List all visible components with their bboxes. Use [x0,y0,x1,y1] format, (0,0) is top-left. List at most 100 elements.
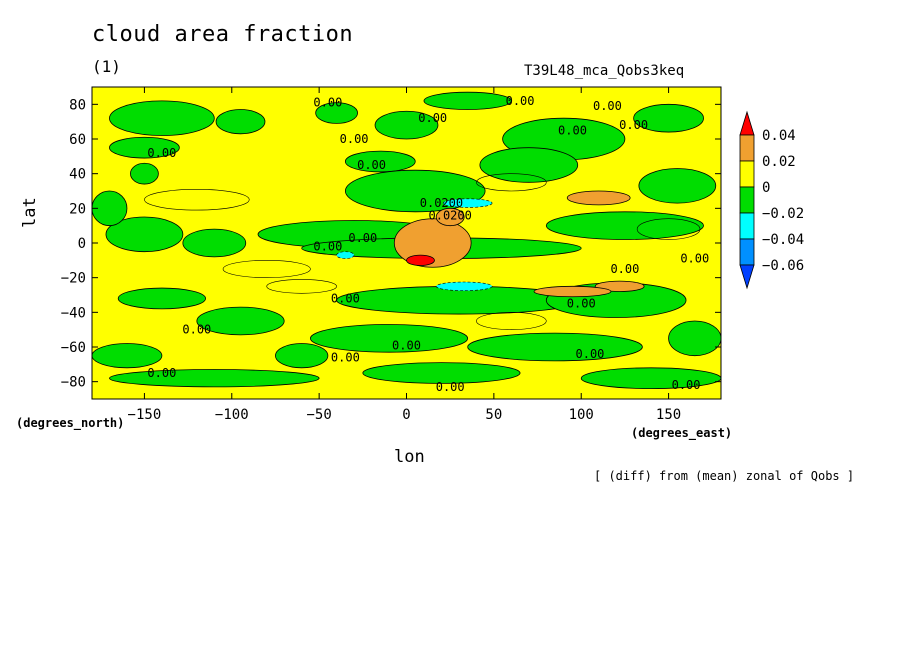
max-positive-region [406,254,435,266]
chart-title: cloud area fraction [92,22,354,47]
chart-units: (1) [92,57,121,76]
contour-label: 0.00 [357,158,386,172]
negative-region [105,216,184,253]
negative-region [117,287,206,310]
y-tick-label: 0 [78,236,86,252]
y-tick-label: 40 [69,167,86,183]
negative-region [92,343,163,369]
colorbar: 0.04 0.02 0 −0.02 −0.04 −0.06 [739,110,804,290]
contour-label: 0.00 [593,99,622,113]
negative-region [638,168,717,204]
chart-footnote: [ (diff) from (mean) zonal of Qobs ] [594,469,855,483]
contour-label: 0.0200 [420,196,463,210]
negative-region [130,162,159,185]
y-tick-label: 60 [69,132,86,148]
negative-region [92,190,128,227]
negative-region [423,91,512,110]
negative-region [344,150,416,173]
contour-label: 0.00 [672,378,701,392]
x-tick-label: −50 [306,407,331,423]
negative-region [668,320,721,357]
colorbar-top-arrow [739,110,755,136]
contour-label: 0.00 [331,291,360,305]
contour-line [476,173,547,192]
colorbar-bottom-arrow [739,264,755,290]
y-tick-label: 80 [69,97,86,113]
negative-region [310,324,469,353]
y-tick-label: −80 [61,375,86,391]
contour-field [92,87,721,399]
positive-region [435,207,465,227]
contour-label: 0.00 [147,366,176,380]
positive-region [566,190,631,206]
negative-region [362,362,521,384]
negative-region [315,102,358,124]
contour-label: 0.00 [313,239,342,253]
strong-negative-region [336,251,355,259]
contour-label: 0.00 [619,118,648,132]
x-tick-label: 0 [402,407,410,423]
contour-label: 0.00 [313,96,342,110]
x-tick-label: 100 [569,407,594,423]
contour-line [636,218,701,240]
negative-region [374,110,439,140]
contour-label: 0.00 [610,262,639,276]
colorbar-label: 0.04 [762,128,796,144]
contour-label: 0.00 [567,297,596,311]
negative-region [633,103,704,133]
negative-region [182,228,247,258]
negative-region [467,332,643,362]
colorbar-label: 0 [762,180,770,196]
contour-line [266,279,337,294]
colorbar-label: −0.06 [762,258,804,274]
colorbar-segment [739,186,755,214]
contour-label: 0.00 [147,146,176,160]
contour-label: 0.00 [331,350,360,364]
colorbar-label: −0.04 [762,232,804,248]
colorbar-segment [739,160,755,188]
contour-label: 0.00 [182,323,211,337]
contour-label: 0.00 [340,132,369,146]
negative-region [196,306,285,336]
y-axis: 80 60 40 20 0 −20 −40 −60 −80 [61,97,721,391]
contour-label: 0.00 [392,338,421,352]
y-tick-label: −60 [61,340,86,356]
contour-label: 0.00 [576,347,605,361]
contour-label: 0.00 [680,252,709,266]
strong-negative-region [442,198,493,208]
contour-label: 0.00 [558,123,587,137]
negative-region [109,100,215,136]
x-tick-label: −100 [215,407,249,423]
y-tick-label: 20 [69,201,86,217]
negative-region [109,369,320,388]
colorbar-segment [739,212,755,240]
negative-region [479,147,579,183]
experiment-name: T39L48_mca_Qobs3keq [524,63,685,79]
x-axis-label: lon [394,447,425,467]
positive-region [533,285,612,298]
x-axis: −150 −100 −50 0 50 100 150 [128,87,681,423]
x-tick-label: −150 [128,407,162,423]
negative-region [215,109,266,135]
y-tick-label: −40 [61,305,86,321]
positive-region [393,218,472,268]
contour-line [222,260,311,278]
colorbar-label: 0.02 [762,154,796,170]
contour-label: 0.0200 [429,208,472,222]
x-tick-label: 50 [485,407,502,423]
strong-negative-region [435,281,493,291]
negative-region [545,211,704,240]
contour-label: 0.00 [418,111,447,125]
contour-label: 0.00 [348,231,377,245]
contour-line [476,312,547,330]
colorbar-label: −0.02 [762,206,804,222]
colorbar-segment [739,238,755,266]
y-axis-units: (degrees_north) [16,416,125,430]
contour-label: 0.00 [506,94,535,108]
contour-label: 0.00 [436,380,465,394]
x-tick-label: 150 [656,407,681,423]
x-axis-units: (degrees_east) [631,426,733,440]
y-tick-label: −20 [61,271,86,287]
negative-region [275,343,329,369]
